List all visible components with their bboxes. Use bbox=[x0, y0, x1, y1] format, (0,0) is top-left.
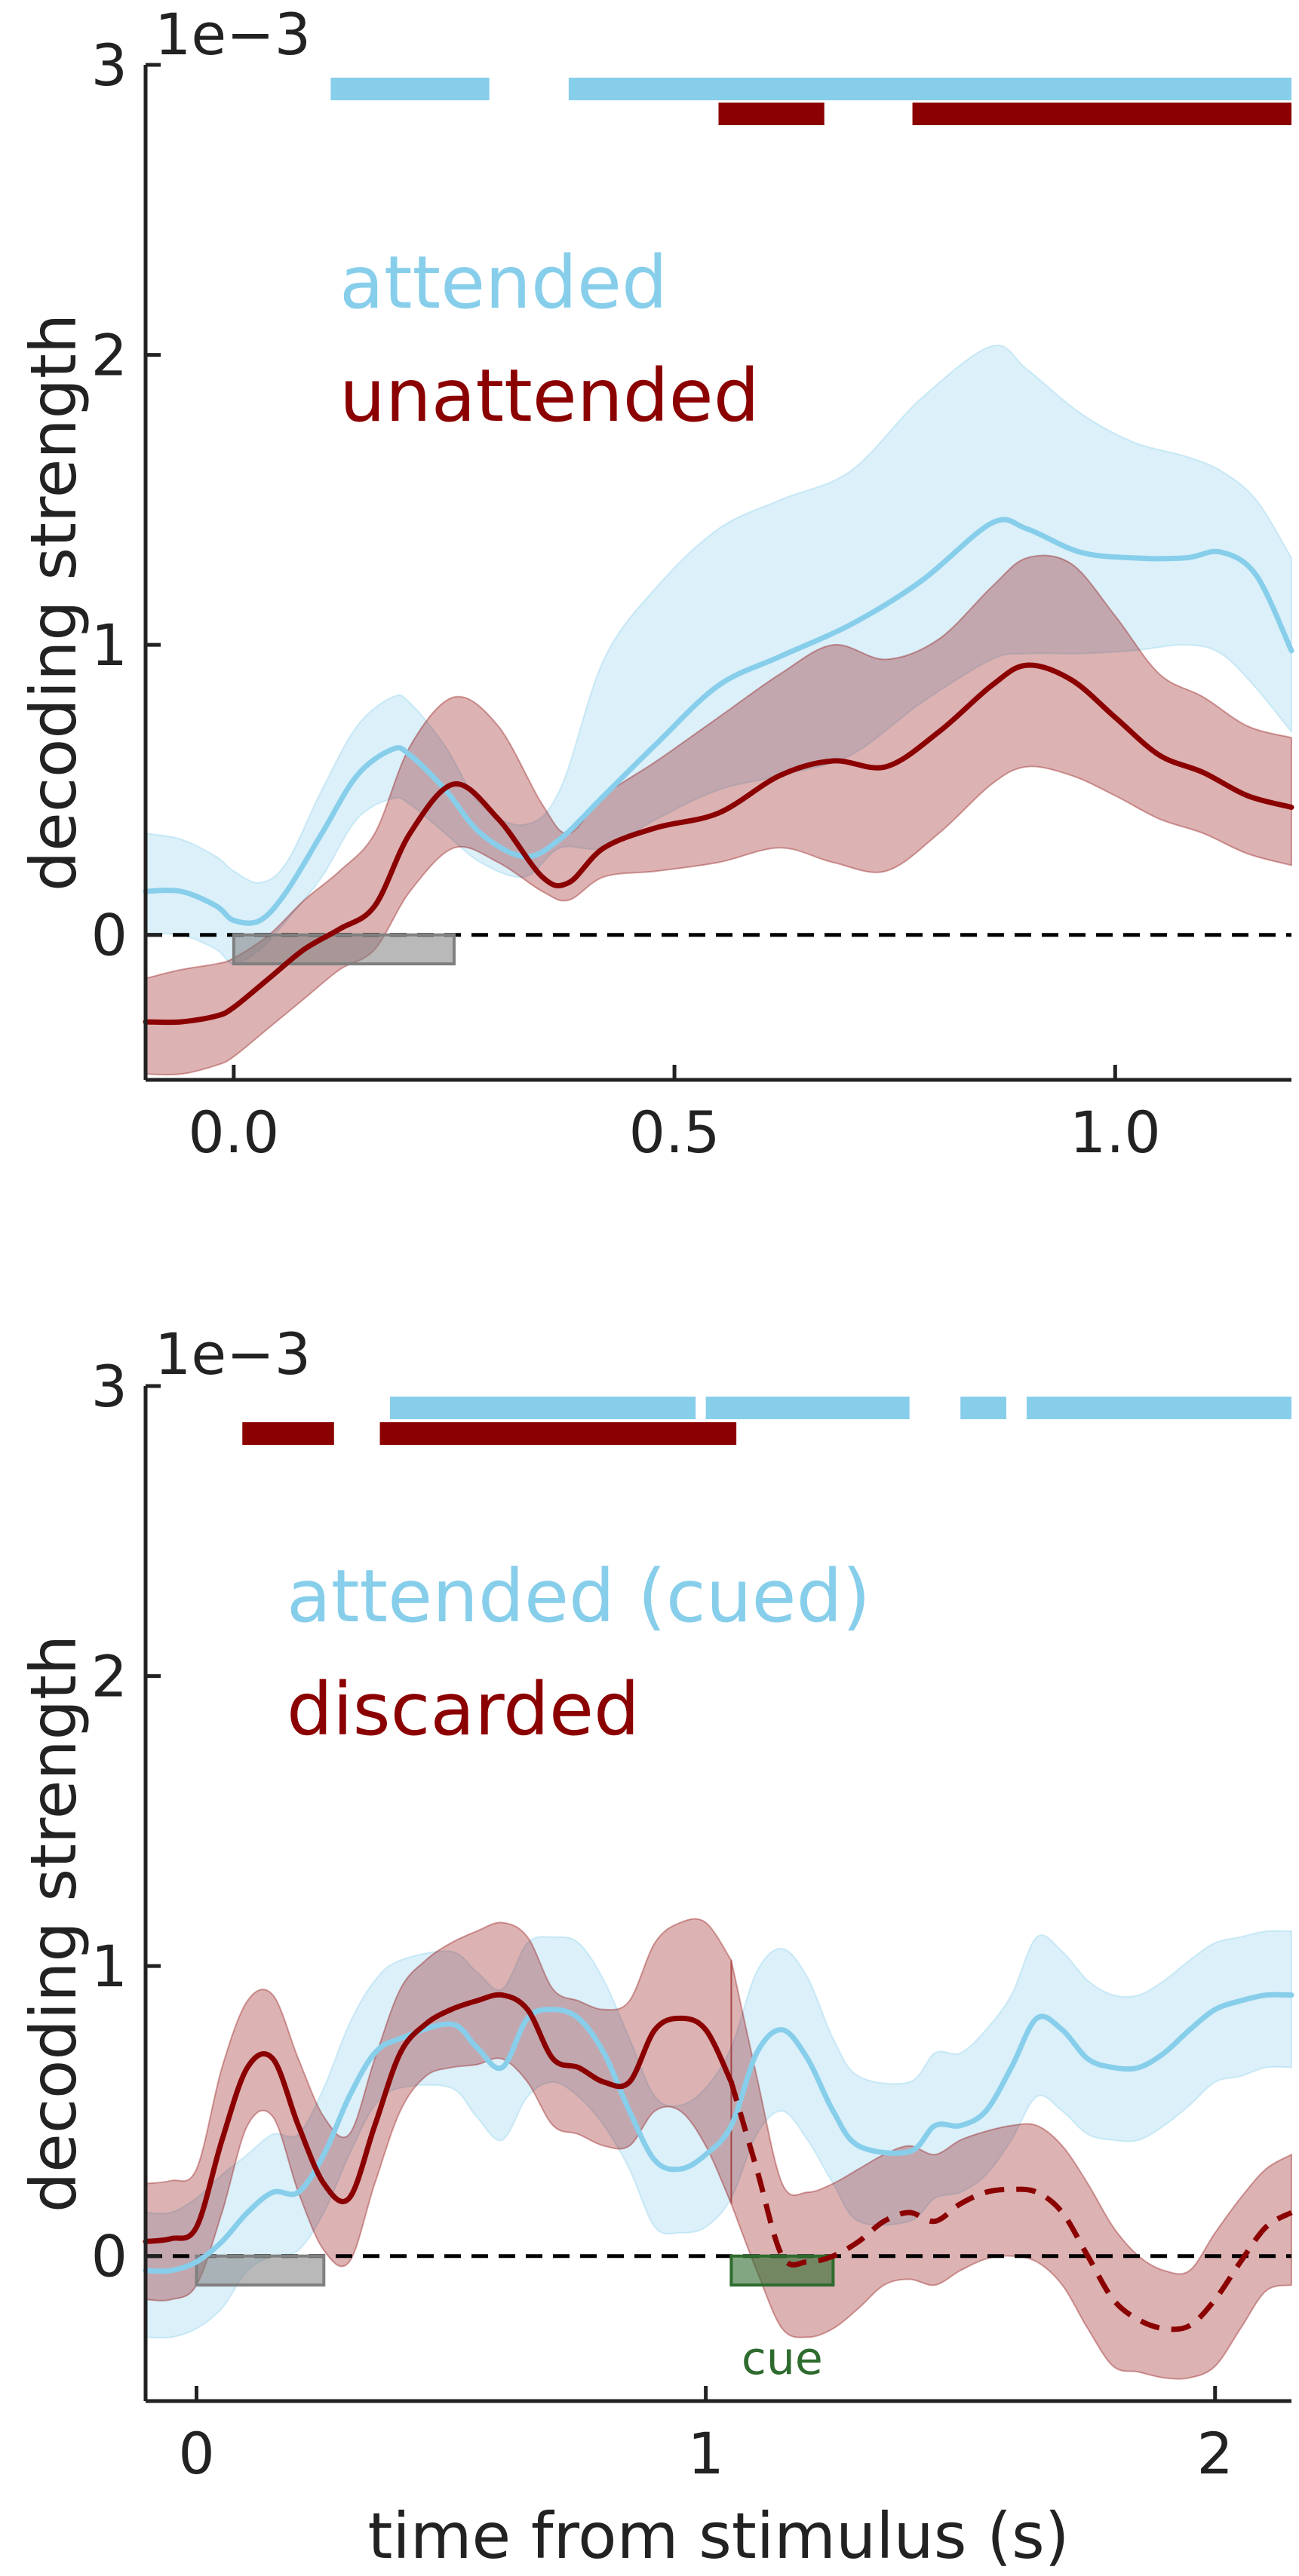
y-axis-label: decoding strength bbox=[17, 314, 91, 891]
y-tick-label-1: 1 bbox=[91, 612, 127, 679]
significance-bar-0-2 bbox=[960, 1397, 1006, 1419]
significance-bar-0-3 bbox=[1026, 1397, 1291, 1419]
series-line-0 bbox=[143, 1992, 1294, 2274]
significance-bar-0-0 bbox=[330, 78, 490, 100]
significance-bar-1-0 bbox=[718, 103, 825, 125]
y-tick-label-2: 2 bbox=[91, 1643, 127, 1710]
x-tick-label-1: 0.5 bbox=[629, 1099, 720, 1166]
ci-band-continuation-1 bbox=[730, 1960, 1292, 2380]
y-scale-label: 1e−3 bbox=[155, 1320, 311, 1388]
legend-entry-0: attended bbox=[339, 241, 668, 325]
x-tick-label-0: 0.0 bbox=[188, 1099, 279, 1166]
series-line-1 bbox=[143, 1992, 734, 2244]
significance-bar-1-1 bbox=[912, 103, 1291, 125]
significance-bar-1-0 bbox=[242, 1422, 334, 1445]
panel-attended-vs-unattended: 0 1 2 3 0.0 0.5 1.0 1e−3 decoding strength attend… bbox=[17, 1, 1294, 1166]
x-tick-label-0: 0 bbox=[178, 2420, 214, 2487]
ci-band-0 bbox=[145, 1930, 1292, 2339]
significance-bar-1-1 bbox=[379, 1422, 737, 1445]
y-tick-label-0: 0 bbox=[91, 902, 127, 969]
y-tick-label-0: 0 bbox=[91, 2223, 127, 2290]
x-axis-label: time from stimulus (s) bbox=[367, 2499, 1069, 2573]
ci-band-1 bbox=[145, 1918, 732, 2302]
significance-bar-0-1 bbox=[568, 78, 1291, 100]
y-tick-label-3: 3 bbox=[91, 1353, 127, 1420]
cue-label: cue bbox=[742, 2332, 823, 2385]
stimulus-window bbox=[232, 933, 456, 966]
cue-window bbox=[729, 2254, 835, 2287]
x-tick-label-1: 1 bbox=[687, 2420, 723, 2487]
panel-attended-cued-vs-discarded: cue 0 1 2 3 0 1 2 1e−3 decoding strength time from… bbox=[17, 1320, 1294, 2573]
x-tick-label-2: 2 bbox=[1197, 2420, 1233, 2487]
y-tick-label-3: 3 bbox=[91, 32, 127, 99]
series-line-1 bbox=[143, 662, 1294, 1026]
series-line-0 bbox=[143, 517, 1294, 926]
y-scale-label: 1e−3 bbox=[155, 1, 311, 68]
legend-entry-1: discarded bbox=[287, 1667, 640, 1752]
y-tick-label-1: 1 bbox=[91, 1933, 127, 2000]
legend-entry-1: unattended bbox=[339, 354, 760, 438]
x-tick-label-2: 1.0 bbox=[1070, 1099, 1161, 1166]
y-tick-label-2: 2 bbox=[91, 322, 127, 389]
legend-entry-0: attended (cued) bbox=[287, 1554, 871, 1639]
significance-bar-0-0 bbox=[390, 1397, 696, 1419]
significance-bar-0-1 bbox=[705, 1397, 910, 1419]
ci-band-0 bbox=[145, 344, 1292, 965]
y-axis-label: decoding strength bbox=[17, 1635, 91, 2213]
stimulus-window bbox=[195, 2254, 326, 2287]
